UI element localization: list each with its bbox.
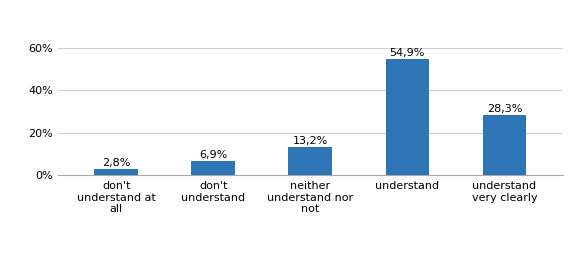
Bar bbox=[95, 170, 138, 175]
Text: 13,2%: 13,2% bbox=[293, 136, 328, 146]
Bar bbox=[483, 115, 526, 175]
Bar bbox=[386, 59, 429, 175]
Text: 28,3%: 28,3% bbox=[487, 104, 522, 114]
Text: 6,9%: 6,9% bbox=[199, 149, 227, 159]
Bar bbox=[191, 161, 235, 175]
Bar bbox=[288, 147, 332, 175]
Text: 54,9%: 54,9% bbox=[390, 47, 425, 58]
Text: 2,8%: 2,8% bbox=[102, 158, 130, 168]
